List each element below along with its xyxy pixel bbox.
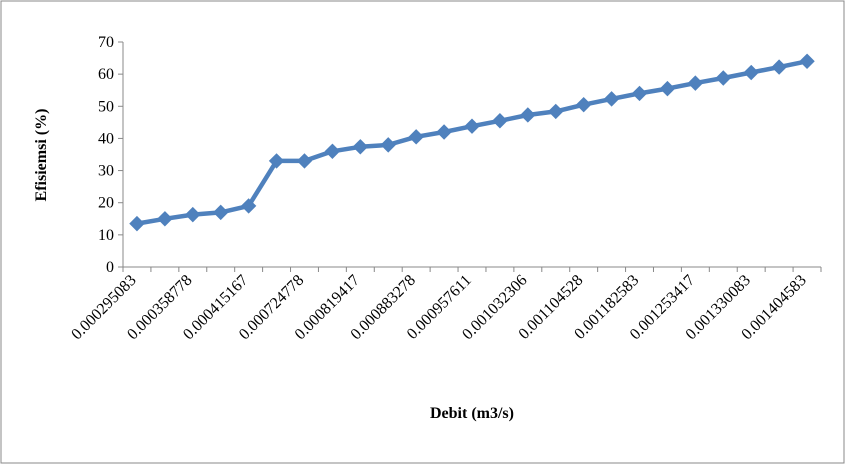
data-point-marker: [548, 103, 564, 120]
data-point-marker: [129, 215, 145, 232]
y-tick-label: 60: [98, 66, 114, 83]
data-point-marker: [464, 118, 480, 134]
data-point-marker: [296, 153, 313, 169]
y-tick-label: 10: [98, 227, 114, 244]
data-point-marker: [492, 113, 508, 129]
data-point-marker: [603, 91, 620, 107]
data-point-marker: [408, 129, 424, 145]
data-point-marker: [743, 64, 759, 81]
y-tick-label: 30: [98, 163, 114, 180]
data-point-marker: [352, 139, 369, 155]
data-point-marker: [659, 80, 676, 97]
y-tick-label: 0: [106, 259, 114, 276]
y-tick-label: 50: [98, 98, 114, 115]
y-tick-label: 40: [98, 130, 114, 147]
data-point-marker: [213, 204, 229, 221]
data-point-marker: [268, 153, 285, 169]
data-point-marker: [631, 85, 648, 102]
x-axis-title: Debit (m3/s): [430, 405, 514, 422]
data-point-marker: [157, 211, 173, 227]
data-point-marker: [715, 70, 731, 86]
y-tick-label: 70: [98, 34, 114, 51]
data-point-marker: [520, 107, 536, 123]
data-point-marker: [324, 143, 341, 159]
data-point-marker: [380, 137, 396, 153]
data-point-marker: [687, 75, 704, 91]
y-tick-label: 20: [98, 195, 114, 212]
data-point-marker: [799, 53, 815, 69]
data-point-marker: [575, 96, 592, 113]
data-point-marker: [240, 198, 257, 214]
y-axis-title: Efisiemsi (%): [33, 109, 50, 202]
data-point-marker: [771, 59, 787, 75]
data-point-marker: [436, 124, 452, 140]
data-point-marker: [185, 206, 201, 223]
